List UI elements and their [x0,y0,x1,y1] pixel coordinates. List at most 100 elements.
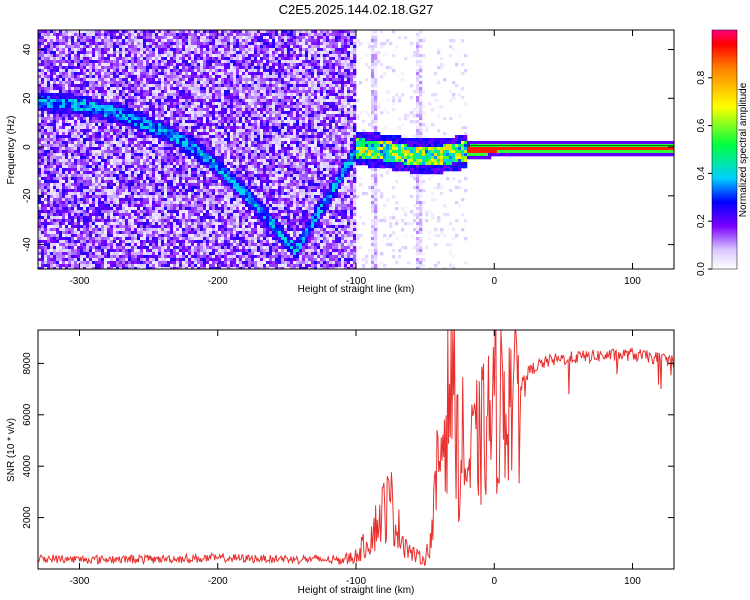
heatmap-cell [98,264,102,268]
heatmap-cell [44,255,48,259]
heatmap-cell [56,138,60,142]
heatmap-cell [149,267,153,269]
heatmap-cell [158,231,162,235]
heatmap-cell [80,111,84,115]
heatmap-cell [182,75,186,79]
heatmap-cell [116,99,120,103]
heatmap-cell [38,171,42,175]
heatmap-cell [119,66,123,70]
heatmap-cell [80,243,84,247]
heatmap-cell [209,75,213,79]
heatmap-cell [86,153,90,157]
heatmap-cell [140,150,144,154]
heatmap-cell [56,204,60,208]
heatmap-cell [149,261,153,265]
heatmap-cell [122,114,126,118]
heatmap-cell [176,78,180,82]
heatmap-cell [176,267,180,269]
heatmap-cell [137,198,141,202]
heatmap-cell [80,204,84,208]
heatmap-cell [59,63,63,67]
heatmap-cell [173,195,177,199]
heatmap-cell [53,219,57,223]
heatmap-cell [131,147,135,151]
heatmap-cell [143,249,147,253]
heatmap-cell [197,51,201,55]
heatmap-cell [104,234,108,238]
heatmap-cell [215,69,219,73]
heatmap-cell [200,99,204,103]
heatmap-cell [119,75,123,79]
heatmap-cell [176,45,180,49]
heatmap-cell [221,267,225,269]
heatmap-cell [164,102,168,106]
heatmap-cell [56,147,60,151]
heatmap-cell [161,36,165,40]
heatmap-cell [80,39,84,43]
heatmap-cell [137,144,141,148]
heatmap-cell [134,162,138,166]
heatmap-cell [224,90,228,94]
heatmap-cell [125,141,129,145]
heatmap-cell [212,102,216,106]
heatmap-cell [65,60,69,64]
heatmap-cell [44,39,48,43]
heatmap-cell [161,51,165,55]
heatmap-cell [80,141,84,145]
heatmap-cell [173,207,177,211]
heatmap-cell [224,69,228,73]
heatmap-cell [200,177,204,181]
heatmap-cell [74,219,78,223]
heatmap-cell [137,51,141,55]
heatmap-cell [155,177,159,181]
heatmap-cell [203,171,207,175]
heatmap-cell [194,234,198,238]
heatmap-cell [185,198,189,202]
heatmap-cell [125,120,129,124]
heatmap-cell [53,237,57,241]
heatmap-cell [209,210,213,214]
heatmap-cell [131,126,135,130]
heatmap-cell [176,240,180,244]
heatmap-cell [38,210,42,214]
heatmap-cell [122,258,126,262]
heatmap-cell [167,222,171,226]
heatmap-cell [107,162,111,166]
heatmap-cell [215,189,219,193]
heatmap-cell [62,141,66,145]
heatmap-cell [179,168,183,172]
heatmap-cell [65,117,69,121]
heatmap-cell [80,177,84,181]
heatmap-cell [71,243,75,247]
heatmap-cell [209,120,213,124]
heatmap-cell [197,261,201,265]
heatmap-cell [218,99,222,103]
heatmap-cell [131,258,135,262]
heatmap-cell [176,192,180,196]
heatmap-cell [92,216,96,220]
heatmap-cell [164,57,168,61]
heatmap-cell [185,132,189,136]
heatmap-cell [68,225,72,229]
heatmap-cell [209,96,213,100]
heatmap-cell [203,120,207,124]
heatmap-cell [212,150,216,154]
heatmap-cell [110,204,114,208]
heatmap-cell [194,249,198,253]
heatmap-cell [209,87,213,91]
heatmap-cell [152,240,156,244]
heatmap-cell [38,177,42,181]
heatmap-cell [158,147,162,151]
heatmap-cell [164,243,168,247]
heatmap-cell [203,180,207,184]
heatmap-cell [164,192,168,196]
heatmap-cell [194,57,198,61]
heatmap-cell [68,201,72,205]
heatmap-cell [77,174,81,178]
heatmap-cell [152,117,156,121]
heatmap-cell [71,129,75,133]
heatmap-cell [221,261,225,265]
heatmap-cell [86,261,90,265]
heatmap-cell [221,165,225,169]
heatmap-cell [212,69,216,73]
